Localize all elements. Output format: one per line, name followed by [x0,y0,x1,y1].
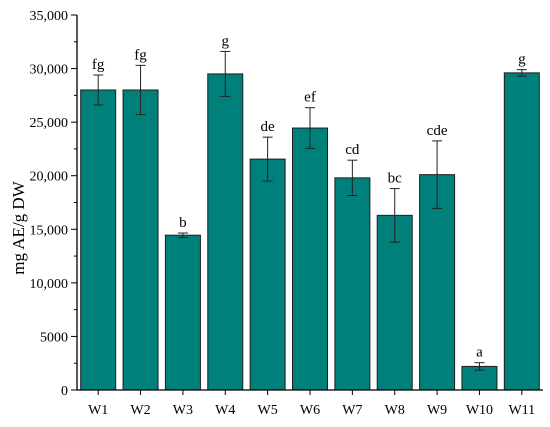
y-tick-label: 25,000 [30,116,69,131]
x-tick-label: W6 [300,403,320,418]
bar-w3 [164,234,201,391]
significance-label: fg [134,47,147,63]
y-tick-label: 30,000 [30,63,69,78]
x-tick-label: W2 [130,403,150,418]
significance-label: g [222,33,230,49]
bar-w6 [292,127,328,391]
x-tick-label: W1 [88,403,108,418]
bar-w7 [334,177,371,391]
y-axis-label: mg AE/g DW [9,180,28,274]
x-tick-label: W10 [466,403,493,418]
significance-label: a [476,345,483,361]
y-tick-label: 15,000 [30,223,69,238]
significance-label: fg [92,57,105,73]
y-tick-label: 0 [61,384,68,399]
significance-label: b [179,215,187,231]
y-tick-label: 5000 [40,330,68,345]
significance-label: g [518,52,526,68]
bar-w5 [249,158,286,391]
bar-w8 [376,214,413,391]
significance-label: ef [304,90,316,106]
y-tick-label: 10,000 [30,277,69,292]
x-tick-label: W7 [342,403,362,418]
x-tick-label: W11 [508,403,535,418]
x-tick-label: W4 [215,403,235,418]
bar-w2 [122,89,159,391]
bar-w9 [419,174,456,391]
x-tick-label: W5 [258,403,278,418]
significance-label: cd [345,142,360,158]
x-tick-label: W8 [385,403,405,418]
significance-label: de [261,119,276,135]
x-tick-label: W9 [427,403,447,418]
significance-label: bc [388,171,403,187]
bar-w11 [503,72,540,391]
y-tick-label: 35,000 [30,9,69,24]
x-tick-label: W3 [173,403,193,418]
y-tick-label: 20,000 [30,170,69,185]
bar-w1 [80,89,117,391]
significance-label: cde [427,123,448,139]
bar-w4 [207,73,244,391]
